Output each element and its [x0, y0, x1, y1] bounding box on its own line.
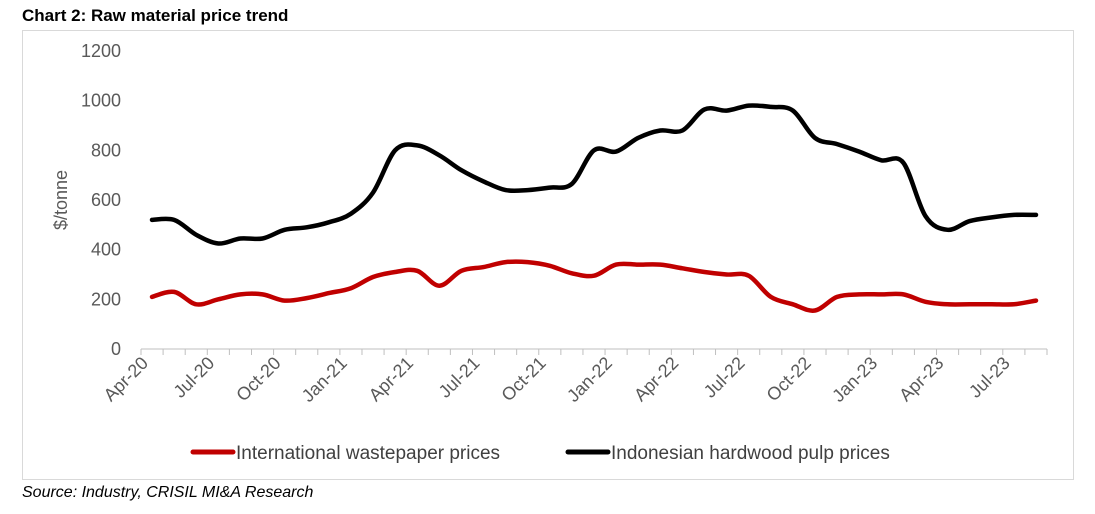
chart-title: Chart 2: Raw material price trend — [22, 6, 289, 25]
y-axis-label: $/tonne — [51, 170, 71, 230]
x-tick-label: Apr-21 — [365, 353, 417, 405]
x-tick-label: Apr-22 — [630, 353, 682, 405]
x-tick-label: Jan-21 — [298, 353, 351, 406]
y-tick-label: 0 — [111, 339, 121, 359]
x-tick-label: Apr-20 — [100, 353, 152, 405]
x-tick-label: Jan-22 — [563, 353, 616, 406]
series-line-1 — [149, 259, 1039, 313]
x-tick-label: Oct-21 — [497, 353, 549, 405]
y-tick-label: 1200 — [81, 41, 121, 61]
y-tick-label: 400 — [91, 240, 121, 260]
y-tick-label: 800 — [91, 140, 121, 160]
y-tick-label: 600 — [91, 190, 121, 210]
y-tick-label: 1000 — [81, 91, 121, 111]
x-tick-label: Jan-23 — [828, 353, 881, 406]
y-tick-label: 200 — [91, 289, 121, 309]
chart-frame: 0 200 400 600 800 1000 1200 $/tonne Apr-20 Jul-20… — [22, 30, 1074, 480]
legend-label-1: International wastepaper prices — [236, 443, 500, 464]
legend-label-2: Indonesian hardwood pulp prices — [611, 443, 890, 464]
x-tick-label: Jul-22 — [700, 353, 749, 402]
line-chart: 0 200 400 600 800 1000 1200 $/tonne Apr-20 Jul-20… — [51, 41, 1048, 464]
x-tick-label: Apr-23 — [895, 353, 947, 405]
series-line-2 — [149, 103, 1039, 246]
x-tick-label: Jul-21 — [435, 353, 484, 402]
x-tick-label: Oct-22 — [763, 353, 815, 405]
x-tick-label: Jul-20 — [170, 353, 219, 402]
x-tick-label: Jul-23 — [965, 353, 1014, 402]
source-note: Source: Industry, CRISIL MI&A Research — [22, 484, 314, 501]
x-tick-label: Oct-20 — [232, 353, 284, 405]
